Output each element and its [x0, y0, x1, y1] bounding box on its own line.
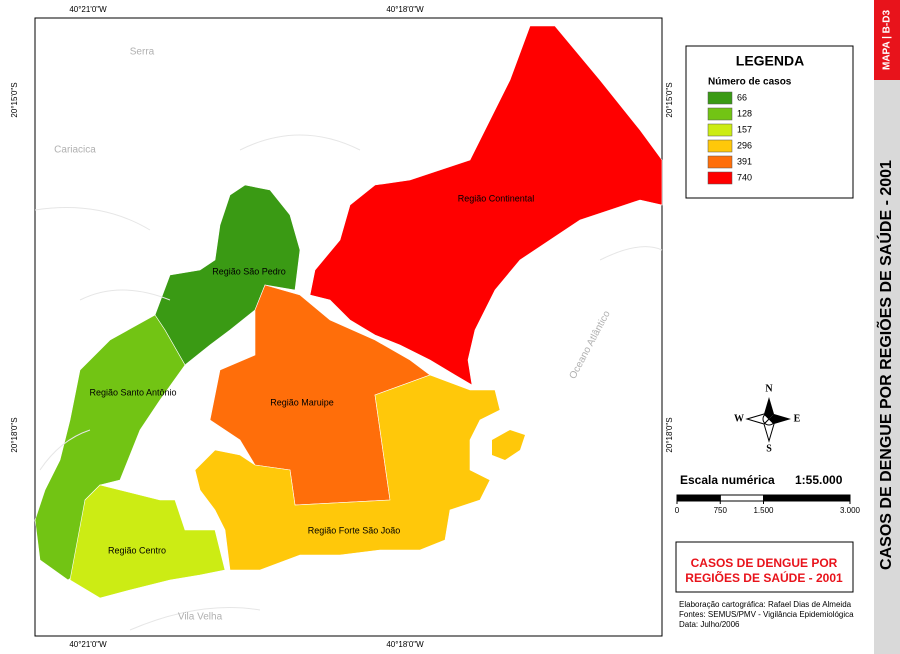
credit-line: Data: Julho/2006 — [679, 620, 740, 629]
compass-s: S — [766, 443, 772, 454]
coord-label: 40°21'0"W — [69, 5, 107, 14]
legend-label: 740 — [737, 172, 752, 182]
side-strip — [874, 0, 900, 654]
title-box — [675, 541, 854, 593]
coord-label: 40°21'0"W — [69, 640, 107, 649]
legend-swatch — [707, 107, 733, 121]
side-title: CASOS DE DENGUE POR REGIÕES DE SAÚDE - 2… — [875, 160, 895, 570]
background-lines — [34, 134, 663, 631]
scale-ratio: 1:55.000 — [795, 473, 843, 487]
legend-label: 391 — [737, 156, 752, 166]
coord-label: 40°18'0"W — [386, 640, 424, 649]
compass-w: W — [734, 413, 744, 424]
region — [154, 184, 301, 366]
legend-swatch — [707, 91, 733, 105]
scale-segment — [763, 494, 851, 502]
legend-label: 296 — [737, 140, 752, 150]
compass-e: E — [794, 413, 801, 424]
scale-tick-label: 0 — [675, 506, 680, 515]
coord-label: 40°18'0"W — [386, 5, 424, 14]
scale-segment — [676, 494, 721, 502]
side-strip-code-box — [874, 0, 900, 80]
region-label: Região Maruipe — [270, 397, 334, 407]
credit-line: Elaboração cartográfica: Rafael Dias de … — [679, 600, 852, 609]
compass-n: N — [765, 383, 773, 394]
scale-segment — [719, 494, 764, 502]
place-label: Serra — [130, 47, 155, 58]
island — [492, 430, 525, 460]
legend-swatch — [707, 123, 733, 137]
title-line: REGIÕES DE SAÚDE - 2001 — [685, 570, 843, 585]
legend-label: 66 — [737, 92, 747, 102]
coord-label: 20°15'0"S — [10, 82, 19, 117]
place-label: Cariacica — [54, 145, 96, 156]
scale-tick-label: 3.000 — [840, 506, 861, 515]
region-label: Região Forte São João — [308, 525, 401, 535]
coord-label: 20°18'0"S — [665, 417, 674, 452]
legend-swatch — [707, 171, 733, 185]
place-label: Vila Velha — [178, 612, 223, 623]
compass-rose — [745, 397, 791, 443]
coord-label: 20°15'0"S — [665, 82, 674, 117]
coord-label: 20°18'0"S — [10, 417, 19, 452]
credit-line: Fontes: SEMUS/PMV - Vigilância Epidemiol… — [679, 610, 854, 619]
region-label: Região Continental — [458, 193, 535, 203]
region — [309, 25, 663, 386]
legend-label: 157 — [737, 124, 752, 134]
region-label: Região Centro — [108, 545, 166, 555]
legend-swatch — [707, 155, 733, 169]
scale-tick-label: 1.500 — [753, 506, 774, 515]
region — [69, 484, 226, 599]
region-label: Região Santo Antônio — [89, 387, 176, 397]
legend-swatch — [707, 139, 733, 153]
scale-label: Escala numérica — [680, 473, 775, 487]
legend-title: LEGENDA — [736, 53, 804, 69]
title-line: CASOS DE DENGUE POR — [691, 556, 838, 570]
map-code: MAPA | B-D3 — [882, 10, 893, 70]
region — [194, 374, 501, 571]
region-label: Região São Pedro — [212, 266, 286, 276]
scale-tick-label: 750 — [714, 506, 728, 515]
legend-label: 128 — [737, 108, 752, 118]
legend-subtitle: Número de casos — [708, 77, 792, 88]
